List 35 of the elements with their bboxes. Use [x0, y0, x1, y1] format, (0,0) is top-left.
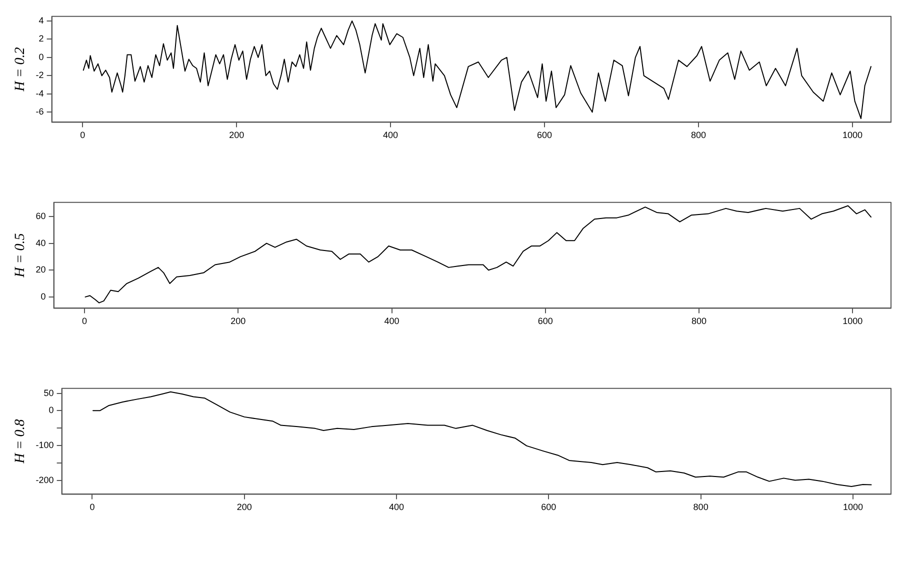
- y-tick-label: 0: [38, 52, 44, 62]
- x-tick-label: 800: [691, 130, 706, 140]
- x-tick-label: 600: [537, 130, 552, 140]
- y-tick-label: -200: [36, 474, 54, 485]
- y-tick-label: -100: [36, 440, 54, 450]
- x-tick-label: 1000: [842, 316, 863, 326]
- y-tick-label: -6: [36, 106, 44, 117]
- y-axis-title: H = 0.8: [13, 419, 28, 464]
- y-tick-label: 4: [38, 15, 44, 26]
- y-axis-title: H = 0.2: [13, 47, 28, 92]
- x-tick-label: 400: [383, 130, 398, 140]
- x-tick-label: 800: [693, 502, 708, 512]
- x-tick-label: 400: [384, 316, 400, 326]
- x-tick-label: 200: [230, 316, 246, 326]
- y-tick-label: -4: [36, 88, 44, 98]
- x-tick-label: 800: [691, 316, 706, 326]
- x-tick-label: 0: [80, 130, 86, 140]
- y-tick-label: 40: [36, 238, 46, 248]
- y-axis-title: H = 0.5: [13, 233, 28, 278]
- y-tick-label: 2: [38, 34, 44, 44]
- y-tick-label: 0: [48, 405, 54, 416]
- x-tick-label: 200: [229, 130, 244, 140]
- x-tick-label: 1000: [842, 130, 863, 140]
- x-tick-label: 0: [82, 316, 88, 326]
- x-tick-label: 0: [90, 502, 95, 512]
- y-tick-label: 20: [36, 264, 46, 275]
- y-tick-label: 50: [44, 388, 54, 398]
- x-tick-label: 400: [389, 502, 404, 512]
- y-tick-label: -2: [36, 70, 44, 80]
- x-tick-label: 1000: [842, 502, 863, 512]
- x-tick-label: 600: [538, 316, 553, 326]
- y-tick-label: 0: [40, 291, 46, 302]
- x-tick-label: 600: [541, 502, 556, 512]
- x-tick-label: 200: [236, 502, 252, 512]
- y-tick-label: 60: [36, 210, 46, 221]
